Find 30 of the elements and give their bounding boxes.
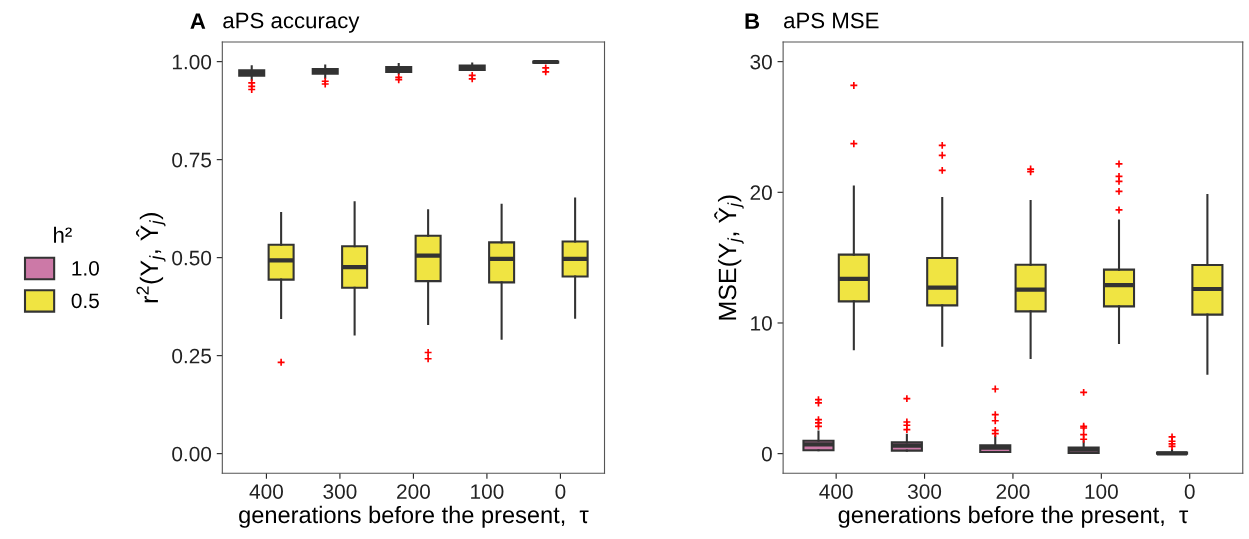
y-axis-title: r$^{2}$(Y$_{j}$, Ŷ$_{j}$) — [136, 213, 166, 303]
x-tick-label: 400 — [819, 484, 853, 499]
y-axis-title: MSE(Y$_{j}$, Ŷ$_{j}$) — [714, 195, 744, 320]
chart-title: aPS accuracy — [223, 12, 360, 33]
y-tick-label: 1.00 — [172, 54, 212, 70]
x-tick-label: 400 — [249, 484, 283, 499]
x-tick-label: 200 — [996, 484, 1030, 499]
text: B — [745, 13, 760, 29]
y-tick-label: 0 — [761, 446, 772, 462]
x-tick-label: 0 — [1184, 484, 1195, 499]
legend-label: 1.0 — [72, 260, 99, 276]
x-tick-label: 100 — [1085, 484, 1118, 499]
x-axis-title: generations before the present, τ — [838, 505, 1189, 528]
y-tick-label: 10 — [751, 315, 772, 331]
x-tick-label: 0 — [555, 484, 566, 499]
y-tick-label: 0.50 — [172, 250, 212, 266]
y-tick-label: 0.00 — [172, 446, 212, 462]
x-tick-label: 300 — [323, 484, 357, 499]
chart-title: aPS MSE — [784, 12, 879, 29]
y-tick-label: 0.75 — [172, 152, 212, 168]
legend-label: 0.5 — [71, 293, 99, 309]
y-tick-label: 0.25 — [172, 348, 212, 364]
x-tick-label: 200 — [397, 484, 430, 499]
x-axis-title: generations before the present, τ — [239, 505, 589, 528]
x-tick-label: 300 — [907, 484, 942, 499]
x-tick-label: 100 — [471, 484, 504, 499]
text: A — [190, 13, 206, 29]
y-tick-label: 20 — [750, 185, 772, 201]
y-tick-label: 30 — [750, 54, 772, 70]
legend-title: h² — [54, 226, 72, 243]
